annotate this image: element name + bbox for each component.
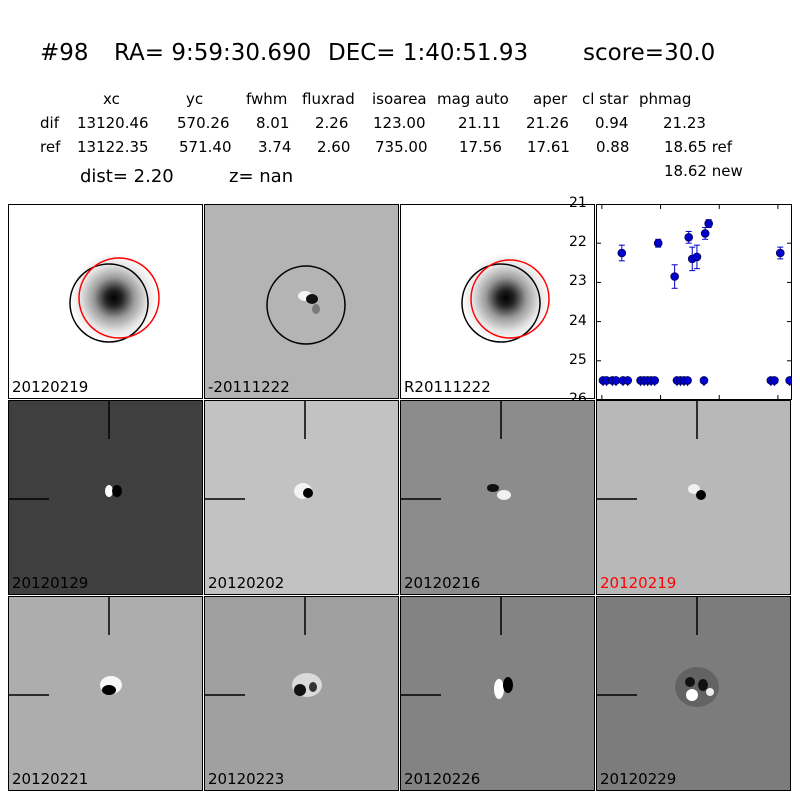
detection-point [775,248,785,258]
new-image-stamp [69,253,160,343]
diff-image-panel: -20111222 [204,204,399,399]
stamp-20120221[interactable]: 20120221 [8,596,203,791]
stamp-20120202[interactable]: 20120202 [204,400,399,595]
stamp-label: 20120223 [208,770,285,788]
score-value: score=30.0 [583,40,716,66]
row-label-dif: dif [40,114,59,132]
stamp-20120216[interactable]: 20120216 [400,400,595,595]
dif-aper: 21.26 [526,114,569,132]
upper-limit-point [785,376,794,385]
stamp-image [205,401,313,500]
stamp-label: 20120202 [208,574,285,592]
dif-cl-star: 0.94 [595,114,629,132]
col-header-cl-star: cl star [582,90,629,108]
ref-image-label: R20111222 [404,378,491,396]
col-header-yc: yc [186,90,204,108]
stamp-image [9,401,122,500]
ref-fluxrad: 2.60 [317,138,351,156]
detection-point [617,248,627,258]
dif-isoarea: 123.00 [373,114,426,132]
dif-fwhm: 8.01 [256,114,290,132]
y-tick-label: 21 [569,195,587,211]
ref-fwhm: 3.74 [258,138,292,156]
ref-image-panel: R20111222 [400,204,595,399]
light-curve-svg [596,203,794,401]
col-header-mag-auto: mag auto [437,90,509,108]
dif-phmag: 21.23 [663,114,706,132]
stamp-20120219[interactable]: 20120219 [596,400,791,595]
stamp-20120223[interactable]: 20120223 [204,596,399,791]
diff-image-label: -20111222 [208,378,290,396]
upper-limit-point [699,376,709,385]
ref-xc: 13122.35 [77,138,149,156]
dif-xc: 13120.46 [77,114,149,132]
stamp-image [401,597,513,699]
stamp-image [401,401,511,500]
detection-point [704,219,713,228]
upper-limit-point [650,376,659,385]
new-image-panel: 20120219 [8,204,203,399]
candidate-header: #98 RA= 9:59:30.690 DEC= 1:40:51.93 scor… [40,40,715,170]
new-phmag: 18.62 new [664,162,743,180]
stamp-label: 20120221 [12,770,89,788]
stamp-image [597,597,719,707]
y-tick-label: 25 [569,351,587,368]
detection-point [700,229,710,238]
ref-aper: 17.61 [527,138,570,156]
ref-phmag: 18.65 ref [664,138,733,156]
y-tick-label: 23 [569,273,587,290]
col-header-isoarea: isoarea [372,90,427,108]
dist-value: dist= 2.20 [80,166,174,187]
stamp-label: 20120129 [12,574,89,592]
detection-point [692,252,702,262]
col-header-fluxrad: fluxrad [302,90,355,108]
stamp-image [9,597,122,696]
stamp-label-highlight: 20120219 [600,574,677,592]
dif-fluxrad: 2.26 [315,114,349,132]
light-curve-plot [596,203,794,401]
stamp-label: 20120216 [404,574,481,592]
stamp-20120129[interactable]: 20120129 [8,400,203,595]
y-tick-label: 22 [569,234,587,251]
z-value: z= nan [229,166,294,187]
stamp-20120226[interactable]: 20120226 [400,596,595,791]
detection-point [684,233,694,242]
ref-image-stamp [461,253,551,343]
candidate-id: #98 [40,40,89,66]
upper-limit-point [683,376,692,385]
stamp-label: 20120229 [600,770,677,788]
detection-point [653,238,663,248]
stamp-20120229[interactable]: 20120229 [596,596,791,791]
stamp-image [597,401,706,500]
col-header-phmag: phmag [639,90,692,108]
plot-frame [596,204,792,400]
ref-yc: 571.40 [179,138,232,156]
dif-mag-auto: 21.11 [458,114,501,132]
diff-image-stamp [266,265,346,345]
col-header-aper: aper [533,90,568,108]
upper-limit-point [623,376,632,385]
stamp-label: 20120226 [404,770,481,788]
ref-cl-star: 0.88 [596,138,630,156]
dif-yc: 570.26 [177,114,230,132]
row-label-ref: ref [40,138,61,156]
ref-isoarea: 735.00 [375,138,428,156]
col-header-xc: xc [103,90,120,108]
stamp-image [205,597,322,697]
col-header-fwhm: fwhm [246,90,288,108]
y-tick-label: 24 [569,312,587,329]
ra-value: RA= 9:59:30.690 [114,40,312,66]
upper-limit-point [770,376,779,385]
dec-value: DEC= 1:40:51.93 [328,40,529,66]
new-image-label: 20120219 [12,378,89,396]
ref-mag-auto: 17.56 [459,138,502,156]
detection-point [670,272,679,281]
